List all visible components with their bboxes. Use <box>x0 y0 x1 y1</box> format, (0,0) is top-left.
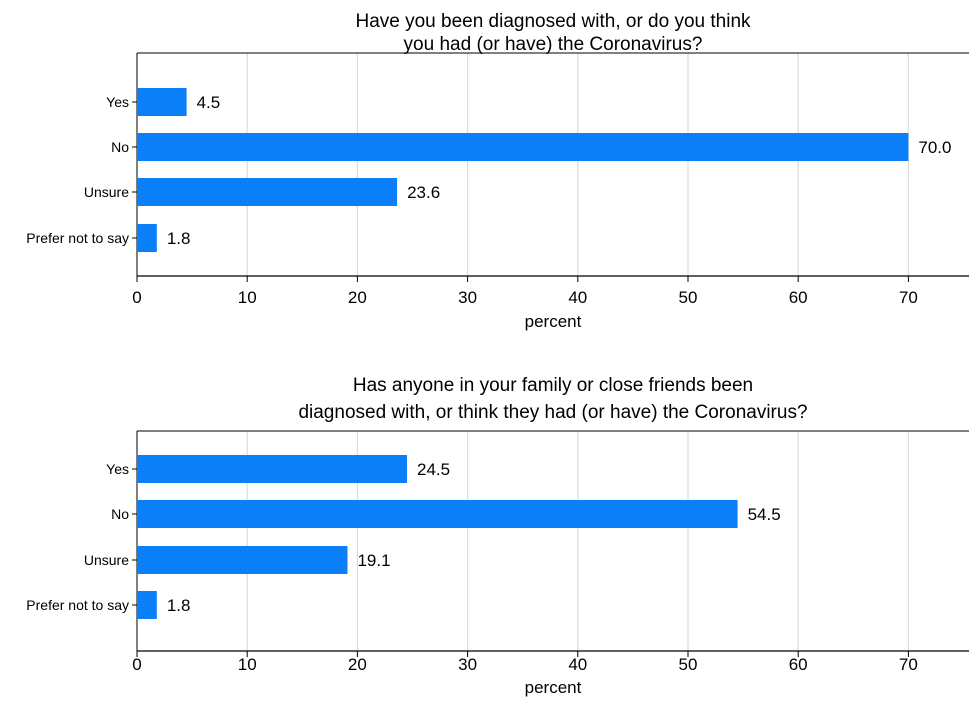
x-tick-label: 20 <box>348 288 367 307</box>
value-label: 4.5 <box>197 93 221 112</box>
bar <box>137 591 157 619</box>
x-tick-label: 40 <box>568 655 587 674</box>
value-label: 54.5 <box>748 505 781 524</box>
value-label: 1.8 <box>167 596 191 615</box>
x-tick-label: 50 <box>679 655 698 674</box>
value-label: 70.0 <box>918 138 951 157</box>
x-tick-label: 10 <box>238 288 257 307</box>
category-label: Yes <box>106 94 129 110</box>
bar <box>137 178 398 206</box>
x-tick-label: 0 <box>132 655 141 674</box>
bar <box>137 133 909 161</box>
category-label: Unsure <box>84 184 129 200</box>
x-tick-label: 30 <box>458 288 477 307</box>
x-tick-label: 20 <box>348 655 367 674</box>
chart-panel-2: Has anyone in your family or close frien… <box>26 375 969 697</box>
x-tick-label: 60 <box>789 655 808 674</box>
x-tick-label: 40 <box>568 288 587 307</box>
chart-title-line: diagnosed with, or think they had (or ha… <box>298 402 807 423</box>
bar <box>137 88 187 116</box>
bar <box>137 455 407 483</box>
x-tick-label: 70 <box>899 288 918 307</box>
bar <box>137 224 157 252</box>
category-label: Yes <box>106 461 129 477</box>
bar <box>137 500 738 528</box>
category-label: Prefer not to say <box>26 597 129 613</box>
chart-title-line: you had (or have) the Coronavirus? <box>404 34 703 55</box>
x-tick-label: 50 <box>679 288 698 307</box>
x-tick-label: 60 <box>789 288 808 307</box>
chart-title-line: Has anyone in your family or close frien… <box>353 375 753 396</box>
bar <box>137 546 348 574</box>
category-label: No <box>111 139 129 155</box>
chart-panel-1: Have you been diagnosed with, or do you … <box>26 11 969 331</box>
chart-title-line: Have you been diagnosed with, or do you … <box>355 11 751 32</box>
category-label: No <box>111 506 129 522</box>
value-label: 19.1 <box>357 551 390 570</box>
x-axis-label: percent <box>525 678 582 697</box>
value-label: 23.6 <box>407 183 440 202</box>
x-tick-label: 70 <box>899 655 918 674</box>
value-label: 1.8 <box>167 229 191 248</box>
category-label: Unsure <box>84 552 129 568</box>
x-tick-label: 30 <box>458 655 477 674</box>
category-label: Prefer not to say <box>26 230 129 246</box>
value-label: 24.5 <box>417 460 450 479</box>
x-tick-label: 0 <box>132 288 141 307</box>
x-tick-label: 10 <box>238 655 257 674</box>
x-axis-label: percent <box>525 312 582 331</box>
